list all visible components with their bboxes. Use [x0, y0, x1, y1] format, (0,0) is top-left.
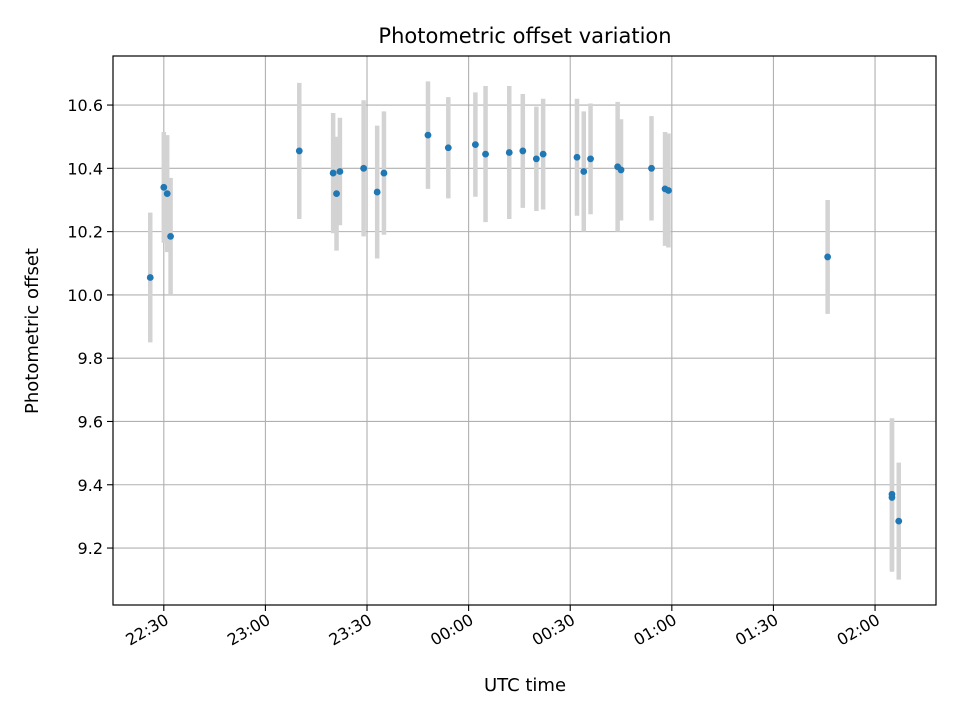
data-point: [295, 147, 303, 155]
data-point: [146, 274, 154, 281]
data-point: [573, 153, 581, 161]
data-point: [505, 149, 513, 156]
y-axis-label: Photometric offset: [22, 248, 43, 414]
data-point: [471, 141, 479, 148]
y-tick-label: 9.4: [78, 476, 103, 495]
y-axis-ticks: 9.2 9.4 9.6 9.8 10.0 10.2 10.4 10.6: [67, 96, 113, 558]
data-point: [360, 164, 368, 172]
data-point: [895, 517, 903, 525]
data-point: [617, 166, 625, 174]
y-tick-label: 9.2: [78, 539, 103, 558]
data-point: [539, 150, 547, 158]
y-tick-label: 9.8: [78, 349, 103, 368]
grid: [113, 56, 936, 605]
data-point: [519, 147, 527, 155]
data-point: [532, 155, 540, 163]
data-point: [333, 190, 340, 198]
data-point: [580, 168, 588, 175]
data-point: [373, 188, 381, 196]
data-point: [648, 164, 655, 172]
data-point: [167, 232, 174, 240]
data-point: [329, 169, 337, 177]
y-tick-label: 10.0: [67, 286, 103, 305]
y-tick-label: 10.6: [67, 96, 103, 115]
data-point: [888, 494, 896, 501]
data-point: [336, 168, 344, 175]
data-point: [424, 131, 432, 139]
plot-frame: [112, 55, 937, 606]
data-point: [163, 190, 171, 198]
data-point: [665, 187, 672, 194]
data-points: [146, 131, 903, 525]
data-point: [444, 144, 452, 152]
data-point: [824, 253, 832, 261]
y-tick-label: 9.6: [78, 412, 103, 431]
data-point: [482, 150, 489, 158]
data-point: [380, 169, 388, 177]
y-tick-label: 10.4: [67, 159, 103, 178]
y-tick-label: 10.2: [67, 223, 103, 242]
x-axis-label: UTC time: [484, 675, 566, 696]
chart-title: Photometric offset variation: [378, 24, 671, 48]
data-point: [160, 183, 168, 191]
data-point: [587, 155, 594, 163]
